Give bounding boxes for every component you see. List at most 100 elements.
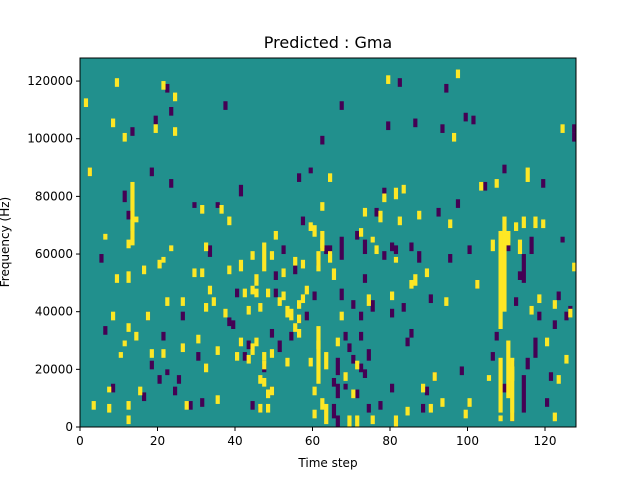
heatmap-cell-low [165, 369, 170, 376]
heatmap-cell-low [397, 78, 402, 87]
heatmap-cell-high [173, 92, 178, 102]
heatmap-cell-high [498, 230, 503, 329]
heatmap-cell-high [424, 268, 430, 278]
heatmap-cell-high [114, 78, 120, 87]
heatmap-cell-high [506, 230, 511, 246]
heatmap-cell-high [258, 303, 263, 312]
heatmap-cell-high [258, 403, 263, 413]
heatmap-cell-low [269, 328, 275, 338]
heatmap-cell-high [211, 297, 216, 306]
x-tick-label: 20 [150, 434, 165, 448]
heatmap-cell-low [153, 115, 158, 125]
heatmap-cell-high [153, 124, 158, 133]
heatmap-cell-low [428, 294, 433, 304]
heatmap-cell-high [281, 268, 286, 278]
heatmap-cell-high [316, 326, 321, 384]
heatmap-cell-high [366, 294, 371, 306]
heatmap-cell-high [529, 305, 534, 315]
y-tick-label: 20000 [35, 362, 73, 376]
heatmap-cell-high [227, 216, 232, 226]
heatmap-cell-high [541, 219, 546, 229]
heatmap-cell-low [537, 311, 542, 321]
y-axis-label: Frequency (Hz) [0, 197, 12, 288]
heatmap-cell-high [556, 375, 561, 384]
heatmap-cell-high [521, 216, 526, 229]
heatmap-cell-high [328, 251, 333, 263]
heatmap-cell-high [413, 274, 418, 286]
heatmap-cell-low [235, 288, 240, 298]
x-tick-label: 40 [227, 434, 242, 448]
heatmap-cell-high [293, 256, 298, 266]
heatmap-cell-high [269, 386, 275, 396]
x-tick-label: 100 [456, 434, 479, 448]
heatmap-cell-high [552, 300, 557, 309]
heatmap-cell-low [308, 167, 313, 174]
heatmap-cell-low [343, 383, 348, 390]
heatmap-cell-high [552, 412, 557, 422]
heatmap-cell-high [161, 81, 166, 90]
heatmap-cell-high [266, 288, 271, 298]
heatmap-cell-low [242, 352, 247, 361]
heatmap-cell-high [114, 274, 120, 283]
heatmap-cell-high [320, 202, 325, 211]
heatmap-cell-high [300, 259, 306, 269]
heatmap-cell-low [351, 300, 356, 309]
heatmap-cell-low [386, 121, 391, 131]
heatmap-cell-low [331, 403, 337, 419]
heatmap-cell-high [486, 375, 492, 381]
heatmap-cell-low [541, 179, 546, 188]
heatmap-cell-high [304, 285, 309, 295]
heatmap-cell-low [359, 363, 364, 373]
heatmap-cell-low [157, 375, 162, 384]
heatmap-cell-low [192, 202, 197, 208]
heatmap-cell-low [169, 179, 174, 188]
heatmap-cell-low [122, 190, 127, 203]
heatmap-cell-low [343, 331, 348, 341]
heatmap-cell-high [359, 228, 364, 237]
y-tick-label: 60000 [35, 247, 73, 261]
heatmap-cell-low [180, 311, 185, 321]
x-axis-label: Time step [297, 456, 357, 470]
y-tick-label: 120000 [27, 74, 73, 88]
heatmap-cell-low [362, 369, 368, 378]
heatmap-cell-low [417, 251, 422, 263]
heatmap-cell-high [467, 398, 472, 407]
heatmap-cell-high [87, 167, 92, 177]
heatmap-cell-high [285, 357, 290, 367]
heatmap-cell-high [242, 288, 247, 298]
heatmap-cell-high [184, 401, 189, 410]
heatmap-cell-high [173, 127, 178, 136]
heatmap-cell-low [494, 331, 499, 341]
heatmap-cell-low [409, 328, 414, 338]
heatmap-cell-high [397, 216, 402, 226]
heatmap-cell-low [366, 349, 371, 361]
heatmap-cell-low [366, 403, 371, 413]
heatmap-cell-high [479, 181, 484, 191]
heatmap-cell-high [537, 294, 542, 304]
heatmap-cell-high [126, 239, 131, 249]
heatmap-cell-low [351, 354, 356, 364]
heatmap-cell-low [149, 360, 154, 370]
heatmap-cell-high [215, 346, 220, 355]
heatmap-cell-high [409, 279, 414, 289]
heatmap-cell-high [196, 334, 201, 344]
heatmap-cell-high [560, 124, 565, 133]
x-axis: 0 20 40 60 80 100 120 [76, 427, 556, 448]
heatmap-cell-high [382, 193, 387, 203]
heatmap-cell-low [521, 254, 526, 283]
heatmap-cell-low [502, 164, 507, 174]
heatmap-cell-high [370, 415, 375, 425]
heatmap-cell-high [262, 360, 267, 370]
heatmap-cell-high [432, 372, 437, 381]
heatmap-cell-low [548, 372, 554, 381]
x-tick-label: 120 [534, 434, 557, 448]
heatmap-cell-high [134, 331, 139, 341]
heatmap-cell-high [227, 265, 232, 275]
heatmap-cell-low [529, 236, 534, 255]
heatmap-cell-low [421, 403, 426, 413]
heatmap-cell-low [382, 187, 387, 197]
heatmap-cell-low [362, 274, 368, 283]
heatmap-cell-high [250, 343, 255, 355]
heatmap-cell-high [200, 205, 205, 214]
heatmap-cell-high [444, 297, 449, 306]
